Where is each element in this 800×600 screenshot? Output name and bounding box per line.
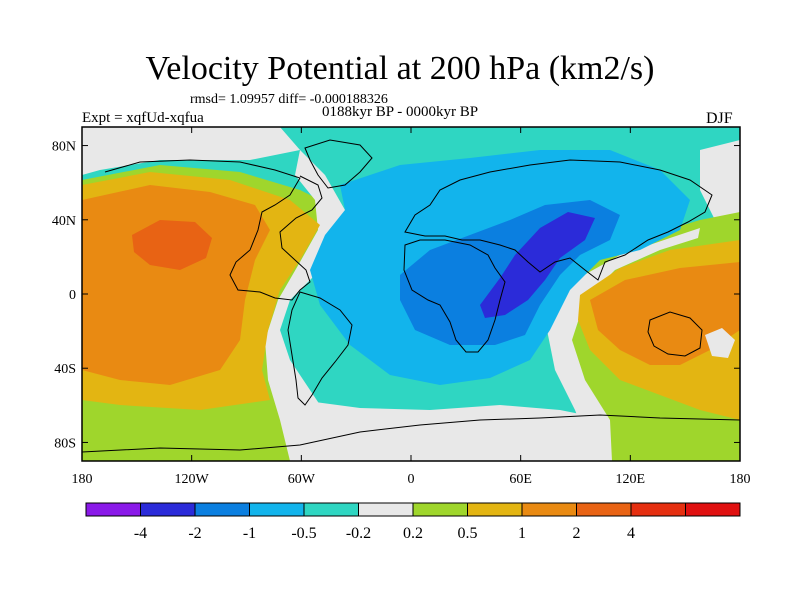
colorbar-label: -1 <box>243 525 256 542</box>
colorbar-label: 1 <box>518 525 526 542</box>
lon-tick-label: 120W <box>175 472 210 487</box>
lon-tick-label: 60E <box>509 472 532 487</box>
colorbar-swatch <box>303 502 359 517</box>
coast-greenland <box>304 139 373 189</box>
colorbar-swatch <box>521 502 577 517</box>
colorbar-swatch <box>685 502 741 517</box>
coast-eurasia <box>404 159 713 281</box>
coastlines <box>82 139 740 453</box>
lat-tick-label: 40S <box>54 362 76 377</box>
colorbar-label: -0.2 <box>346 525 371 542</box>
lon-tick-label: 180 <box>72 472 93 487</box>
lat-tick-label: 40N <box>52 214 76 229</box>
field-south-grey <box>300 400 610 461</box>
field-darkblue <box>480 212 595 318</box>
lon-tick-label: 60W <box>288 472 316 487</box>
lat-tick-label: 80N <box>52 140 76 155</box>
colorbar-swatch <box>194 502 250 517</box>
lon-tick-label: 120E <box>616 472 646 487</box>
colorbar-swatch <box>140 502 196 517</box>
season-label: DJF <box>706 110 733 127</box>
colorbar-swatch <box>249 502 305 517</box>
colorbar-label: -0.5 <box>291 525 316 542</box>
experiment-label: Expt = xqfUd-xqfua <box>82 110 204 126</box>
coast-south-america <box>287 291 353 406</box>
colorbar-label: -4 <box>134 525 147 542</box>
lon-tick-label: 180 <box>730 472 751 487</box>
colorbar-label: -2 <box>188 525 201 542</box>
field-east-grey-patch <box>705 328 735 358</box>
colorbar-swatch <box>412 502 468 517</box>
lon-tick-label: 0 <box>408 472 415 487</box>
colorbar-label: 2 <box>573 525 581 542</box>
lat-tick-label: 0 <box>69 288 76 303</box>
coast-australia <box>647 311 703 357</box>
colorbar-label: 0.2 <box>403 525 423 542</box>
page-title: Velocity Potential at 200 hPa (km2/s) <box>145 50 655 87</box>
coast-north-america <box>104 159 323 301</box>
colorbar-swatch <box>576 502 632 517</box>
axis-layer: 80N 40N 0 40S 80S 180 120W 60W 0 60E 120E 180 <box>52 127 751 487</box>
stats-line: rmsd= 1.09957 diff= -0.000188326 <box>190 92 388 107</box>
colorbar-swatch <box>358 502 414 517</box>
coast-antarctica <box>82 414 740 453</box>
colorbar: -4 -2 -1 -0.5 -0.2 0.2 0.5 1 2 4 <box>85 502 741 542</box>
colorbar-label: 0.5 <box>458 525 478 542</box>
field-east-grey <box>545 228 700 461</box>
lat-tick-label: 80S <box>54 436 76 451</box>
colorbar-label: 4 <box>627 525 635 542</box>
coast-africa <box>403 239 506 353</box>
field-west-orange <box>82 185 270 385</box>
contour-field <box>82 127 740 461</box>
field-west-grey <box>265 150 345 461</box>
field-west-darkorange <box>132 220 212 270</box>
colorbar-swatch <box>630 502 686 517</box>
colorbar-swatch <box>467 502 523 517</box>
colorbar-swatch <box>85 502 141 517</box>
period-label: 0188kyr BP - 0000kyr BP <box>322 104 479 120</box>
